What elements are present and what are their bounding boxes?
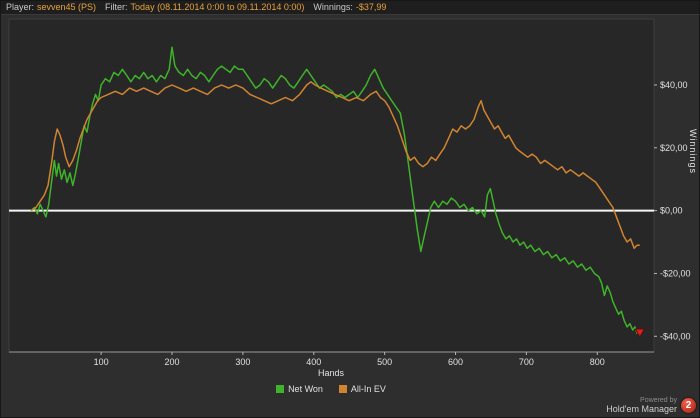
player-label: Player: bbox=[6, 2, 35, 12]
current-position-marker-icon bbox=[634, 328, 646, 339]
status-bar: Player: sevven45 (PS) Filter: Today (08.11.… bbox=[1, 1, 699, 15]
chart-legend: Net Won All-In EV bbox=[1, 384, 661, 394]
filter-value: Today (08.11.2014 0:00 to 09.11.2014 0:0… bbox=[130, 2, 305, 12]
x-tick-label: 300 bbox=[235, 357, 250, 367]
powered-by-text: Powered by bbox=[640, 397, 677, 404]
y-tick-label: -$20,00 bbox=[660, 268, 691, 278]
x-tick-label: 700 bbox=[519, 357, 534, 367]
hm2-logo-icon: 2 bbox=[681, 398, 696, 413]
brand-name: Hold'em Manager bbox=[606, 404, 677, 414]
y-tick-label: $40,00 bbox=[660, 80, 688, 90]
legend-item-all-in-ev[interactable]: All-In EV bbox=[338, 384, 386, 394]
winnings-value: -$37,99 bbox=[355, 2, 387, 12]
brand-footer: Powered by Hold'em Manager 2 bbox=[606, 397, 696, 414]
x-tick-label: 400 bbox=[306, 357, 321, 367]
net-won-label: Net Won bbox=[288, 384, 323, 394]
all-in-ev-label: All-In EV bbox=[350, 384, 386, 394]
x-axis-title: Hands bbox=[317, 368, 344, 378]
y-tick-label: $0,00 bbox=[660, 206, 683, 216]
winnings-chart[interactable]: 100 200 300 400 500 600 700 800 $40,00 $20,00 $0,0… bbox=[1, 15, 700, 381]
y-tick-label: -$40,00 bbox=[660, 331, 691, 341]
player-value: sevven45 (PS) bbox=[37, 2, 97, 12]
x-tick-label: 800 bbox=[590, 357, 605, 367]
x-tick-label: 600 bbox=[448, 357, 463, 367]
series-line-all-in-ev bbox=[30, 81, 640, 250]
y-axis-title: Winnings bbox=[688, 129, 698, 175]
filter-label: Filter: bbox=[105, 2, 128, 12]
x-tick-label: 200 bbox=[165, 357, 180, 367]
x-tick-label: 100 bbox=[94, 357, 109, 367]
winnings-label: Winnings: bbox=[313, 2, 353, 12]
plot-background bbox=[8, 18, 655, 353]
series-line-net-won bbox=[30, 46, 641, 334]
legend-item-net-won[interactable]: Net Won bbox=[276, 384, 323, 394]
net-won-swatch-icon bbox=[276, 385, 285, 393]
y-tick-label: $20,00 bbox=[660, 143, 688, 153]
all-in-ev-swatch-icon bbox=[338, 385, 347, 393]
x-tick-label: 500 bbox=[377, 357, 392, 367]
